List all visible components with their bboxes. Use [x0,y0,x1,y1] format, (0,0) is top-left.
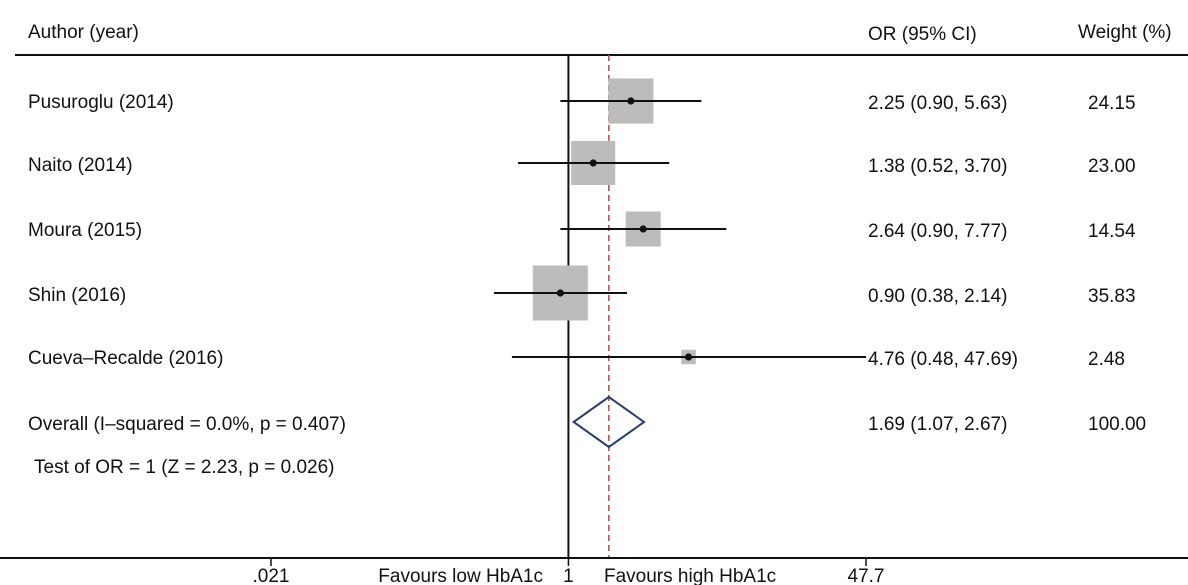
favours-right-label: Favours high HbA1c [604,566,776,585]
weight-text: 24.15 [1088,93,1136,114]
study-row: Shin (2016) 0.90 (0.38, 2.14) 35.83 [28,265,1136,321]
overall-weight-text: 100.00 [1088,414,1146,435]
ci-text: 4.76 (0.48, 47.69) [868,349,1018,370]
study-row: Pusuroglu (2014) 2.25 (0.90, 5.63) 24.15 [28,78,1136,124]
ci-text: 2.25 (0.90, 5.63) [868,93,1007,114]
ci-text: 0.90 (0.38, 2.14) [868,286,1007,307]
point-estimate [556,289,564,297]
study-label: Cueva–Recalde (2016) [28,348,223,369]
x-ticks: .021 1 47.7 [253,558,885,585]
weight-text: 35.83 [1088,286,1136,307]
header-study: Author (year) [28,22,139,43]
study-label: Pusuroglu (2014) [28,92,174,113]
header-estimate: OR (95% CI) [868,24,977,45]
study-label: Shin (2016) [28,285,126,306]
overall-ci-text: 1.69 (1.07, 2.67) [868,414,1007,435]
ci-text: 1.38 (0.52, 3.70) [868,156,1007,177]
x-tick-label: 47.7 [848,566,885,585]
favours-left-label: Favours low HbA1c [378,566,543,585]
point-estimate [589,159,597,167]
overall-diamond [571,395,646,449]
x-tick-label: 1 [563,566,574,585]
test-statistic: Test of OR = 1 (Z = 2.23, p = 0.026) [34,457,334,478]
study-row: Moura (2015) 2.64 (0.90, 7.77) 14.54 [28,211,1136,247]
point-estimate [627,97,635,105]
ci-text: 2.64 (0.90, 7.77) [868,221,1007,242]
point-estimate [684,353,693,361]
point-estimate [639,225,647,233]
study-label: Moura (2015) [28,220,142,241]
weight-text: 2.48 [1088,349,1125,370]
weight-text: 14.54 [1088,221,1136,242]
header-weight: Weight (%) [1078,22,1172,43]
study-row: Cueva–Recalde (2016) 4.76 (0.48, 47.69) … [28,348,1125,370]
overall-row: Overall (I–squared = 0.0%, p = 0.407) 1.… [28,395,1146,449]
weight-text: 23.00 [1088,156,1136,177]
x-tick-label: .021 [253,566,290,585]
overall-label: Overall (I–squared = 0.0%, p = 0.407) [28,414,346,435]
study-row: Naito (2014) 1.38 (0.52, 3.70) 23.00 [28,140,1136,186]
study-label: Naito (2014) [28,155,133,176]
